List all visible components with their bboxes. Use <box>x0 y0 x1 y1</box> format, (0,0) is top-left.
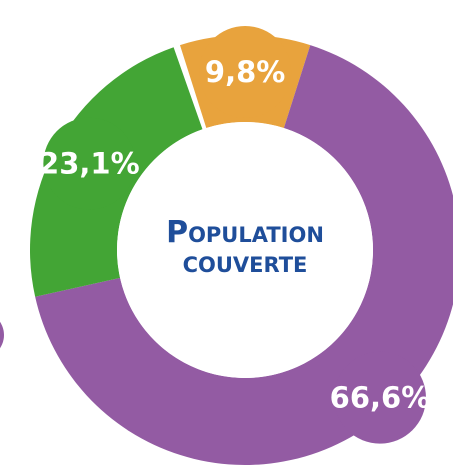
decoration <box>0 321 4 349</box>
label-bubble <box>43 117 136 210</box>
label-bubble <box>333 351 426 444</box>
value-label: 9,8% <box>205 55 285 89</box>
value-label: 66,6% <box>330 381 431 415</box>
value-label: 23,1% <box>39 147 140 181</box>
donut-hole <box>117 122 373 378</box>
label-bubble <box>199 26 292 119</box>
donut-slice <box>35 45 453 465</box>
chart-title: POPULATION COUVERTE <box>166 215 324 278</box>
